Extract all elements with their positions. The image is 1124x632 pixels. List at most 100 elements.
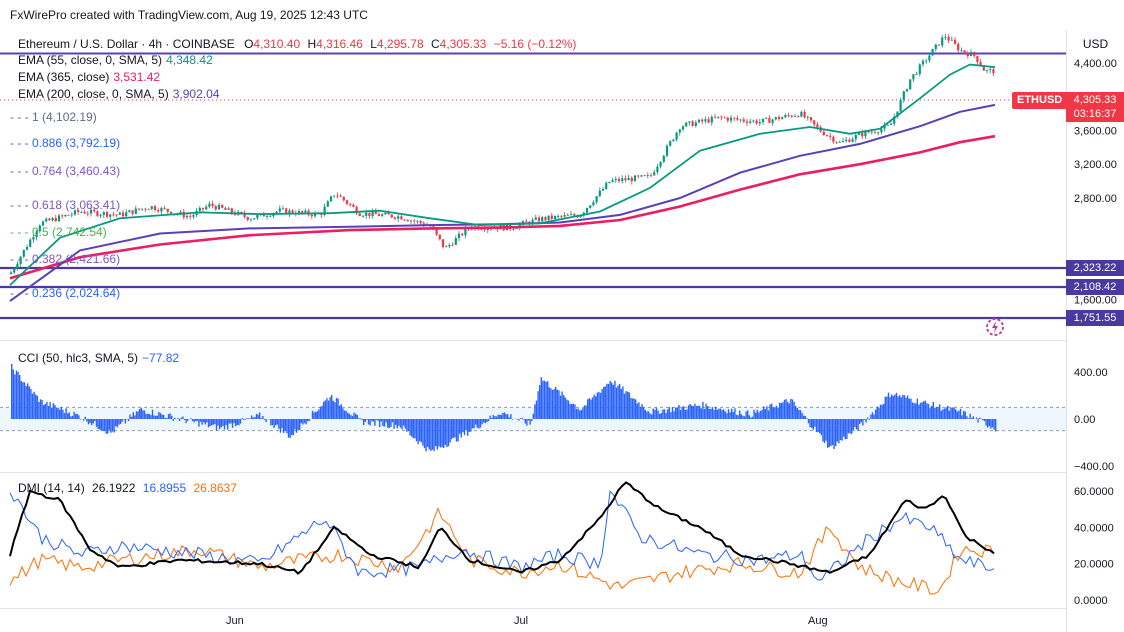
- candle-body: [198, 207, 201, 212]
- cci-bar: [31, 393, 34, 419]
- candle: [57, 213, 61, 222]
- cci-bar: [223, 419, 226, 430]
- cci-bar: [201, 419, 203, 425]
- cci-bar: [12, 369, 14, 419]
- cci-bar: [878, 407, 880, 419]
- cci-bar: [772, 407, 774, 419]
- candle-body: [537, 217, 541, 222]
- candle: [793, 113, 797, 118]
- cci-bar: [545, 381, 547, 419]
- cci-bar: [867, 417, 869, 419]
- cci-bar: [377, 419, 379, 421]
- ema365-legend[interactable]: EMA (365, close) 3,531.42: [18, 69, 160, 85]
- cci-legend[interactable]: CCI (50, hlc3, SMA, 5) −77.82: [18, 350, 179, 366]
- cci-bar: [334, 402, 336, 419]
- cci-bar: [366, 419, 368, 420]
- candle-body: [86, 213, 89, 215]
- price-tick-5: 1,600.00: [1074, 294, 1117, 306]
- cci-bar: [619, 384, 621, 419]
- cci-bar: [902, 394, 904, 419]
- cci-bar: [543, 380, 546, 419]
- cci-bar: [787, 401, 789, 419]
- cci-bar: [198, 419, 200, 427]
- dmi-legend[interactable]: DMI (14, 14) 26.1922 16.8955 26.8637: [18, 480, 237, 496]
- candle: [608, 181, 611, 184]
- candle: [227, 206, 230, 210]
- fib-value-2: (3,460.43): [65, 164, 121, 178]
- cci-bar: [900, 397, 902, 419]
- candle: [243, 210, 246, 219]
- cci-bar: [308, 419, 310, 421]
- alert-icon[interactable]: [984, 316, 1006, 338]
- cci-bar: [963, 410, 965, 419]
- cci-bar: [644, 410, 646, 419]
- cci-bar: [415, 419, 418, 442]
- candle-body: [640, 175, 643, 177]
- cci-bar: [937, 407, 939, 419]
- candle-body: [841, 140, 845, 143]
- cci-bar: [92, 419, 94, 424]
- cci-bar: [675, 407, 677, 419]
- cci-bar: [265, 419, 267, 423]
- cci-bar: [918, 404, 920, 419]
- candle: [845, 136, 848, 143]
- price-candles: [9, 34, 995, 275]
- candle: [953, 37, 957, 45]
- candle: [768, 115, 771, 123]
- candle-body: [669, 141, 672, 146]
- candle-body: [288, 210, 291, 214]
- candle-body: [566, 215, 569, 216]
- cci-bar: [534, 404, 536, 419]
- ema200-legend[interactable]: EMA (200, close, 0, SMA, 5) 3,902.04: [18, 86, 219, 102]
- cci-bar: [924, 400, 926, 419]
- cci-bar: [507, 414, 509, 419]
- dmi-tick-1: 40.0000: [1074, 522, 1114, 534]
- ema55-legend[interactable]: EMA (55, close, 0, SMA, 5) 4,348.42: [18, 52, 213, 68]
- candle-body: [525, 221, 528, 223]
- candle-body: [803, 111, 806, 118]
- candle: [16, 261, 19, 271]
- currency-label[interactable]: USD: [1066, 30, 1124, 58]
- cci-bar: [734, 408, 736, 419]
- candle-body: [297, 210, 301, 215]
- symbol-legend[interactable]: Ethereum / U.S. Dollar · 4h · COINBASE O…: [18, 36, 576, 52]
- ticker-badge: ETHUSD: [1012, 92, 1068, 109]
- cci-bar: [711, 407, 714, 419]
- candle-body: [829, 135, 832, 137]
- cci-bar: [403, 419, 405, 426]
- cci-bar: [564, 397, 566, 419]
- cci-bar: [819, 419, 821, 434]
- candle-body: [816, 124, 819, 128]
- bar-countdown: 03:16:37: [1073, 108, 1117, 120]
- candle: [137, 208, 141, 211]
- cci-bar: [873, 414, 875, 419]
- cci-bar: [116, 419, 118, 428]
- candle: [134, 205, 137, 215]
- candle: [45, 217, 48, 223]
- cci-bar: [383, 419, 386, 427]
- cci-bar: [702, 401, 704, 419]
- candle: [86, 210, 89, 217]
- cci-bar: [276, 419, 278, 425]
- candle-body: [256, 214, 259, 219]
- cci-bar: [396, 419, 398, 429]
- cci-bar: [60, 406, 62, 419]
- cci-bar: [935, 406, 938, 419]
- cci-bar: [441, 419, 443, 448]
- cci-bar: [916, 398, 918, 419]
- candle: [713, 113, 717, 119]
- cci-bar: [654, 409, 656, 419]
- candle: [349, 203, 352, 207]
- cci-bar: [27, 383, 29, 419]
- cci-bar: [123, 419, 125, 420]
- candle-body: [105, 212, 109, 217]
- cci-bar: [625, 391, 627, 419]
- cci-bar: [151, 409, 154, 419]
- candle: [147, 208, 150, 210]
- cci-bar: [158, 411, 160, 419]
- candle-body: [310, 214, 313, 217]
- fib-dash-2: - - -: [10, 164, 32, 178]
- cci-bar: [127, 419, 130, 422]
